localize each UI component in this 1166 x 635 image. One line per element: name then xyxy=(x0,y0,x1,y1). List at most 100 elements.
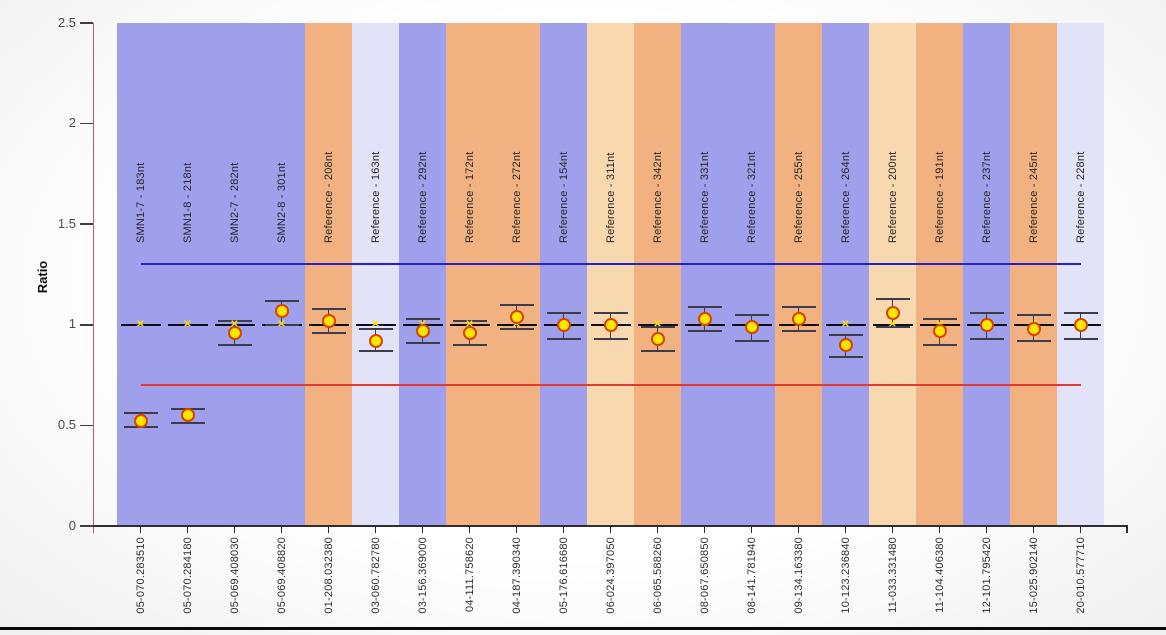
x-tick xyxy=(1079,526,1082,533)
band-label: Reference - 154nt xyxy=(557,151,570,243)
error-bar-cap-bottom xyxy=(546,337,581,340)
lower-threshold-line xyxy=(140,384,1081,387)
x-tick-label: 20-010.577710 xyxy=(1074,537,1087,614)
error-bar-cap-bottom xyxy=(687,329,722,332)
band-label: Reference - 163nt xyxy=(369,151,382,243)
x-tick-label: 06-065.588260 xyxy=(651,537,664,614)
y-tick xyxy=(80,122,93,125)
reference-marker: ✕ xyxy=(183,318,192,330)
data-point xyxy=(932,323,947,338)
probe-band xyxy=(916,23,963,526)
y-tick-label: 2.5 xyxy=(57,14,76,30)
band-label: Reference - 321nt xyxy=(745,151,758,243)
band-label: Reference - 264nt xyxy=(839,151,852,243)
reference-marker: ✕ xyxy=(653,318,662,330)
reference-marker: ✕ xyxy=(841,318,850,330)
x-tick xyxy=(750,526,753,533)
band-label: SMN2-7 - 282nt xyxy=(228,162,241,243)
probe-band xyxy=(352,23,399,526)
reference-marker: ✕ xyxy=(230,318,239,330)
band-label: Reference - 331nt xyxy=(698,151,711,243)
x-tick-label: 03-060.782780 xyxy=(369,537,382,614)
error-bar-cap-bottom xyxy=(969,337,1004,340)
x-tick xyxy=(938,526,941,533)
error-bar-cap-top xyxy=(593,311,628,314)
data-point xyxy=(1073,317,1088,332)
error-bar-cap-top xyxy=(734,313,769,316)
error-bar-cap-bottom xyxy=(170,422,205,425)
error-bar-cap-bottom xyxy=(452,343,487,346)
y-tick-label: 2 xyxy=(68,115,76,131)
data-point xyxy=(462,325,477,340)
band-label: Reference - 311nt xyxy=(604,152,617,243)
error-bar-cap-bottom xyxy=(734,339,769,342)
x-tick-label: 05-069.408030 xyxy=(228,537,241,614)
error-bar-cap-bottom xyxy=(875,325,910,328)
data-point xyxy=(838,337,853,352)
x-axis-end-tick xyxy=(1126,526,1128,533)
data-point xyxy=(321,313,336,328)
error-bar-cap-top xyxy=(264,299,299,302)
x-tick xyxy=(327,526,330,533)
x-tick xyxy=(374,526,377,533)
reference-marker: ✕ xyxy=(371,318,380,330)
band-label: Reference - 208nt xyxy=(322,151,335,243)
error-bar-cap-bottom xyxy=(358,349,393,352)
error-bar-cap-top xyxy=(452,319,487,322)
probe-band xyxy=(775,23,822,526)
error-bar-cap-top xyxy=(405,317,440,320)
reference-line xyxy=(120,323,161,327)
probe-band xyxy=(963,23,1010,526)
error-bar-cap-bottom xyxy=(405,341,440,344)
error-bar-cap-top xyxy=(123,412,158,415)
x-tick-label: 01-208.032380 xyxy=(322,537,335,614)
probe-band xyxy=(164,23,211,526)
error-bar-cap-top xyxy=(640,325,675,328)
probe-band xyxy=(540,23,587,526)
error-bar-cap-top xyxy=(217,319,252,322)
x-tick-label: 05-070.283510 xyxy=(134,537,147,614)
error-bar-cap-bottom xyxy=(217,343,252,346)
x-tick xyxy=(609,526,612,533)
error-bar-cap-top xyxy=(311,307,346,310)
reference-marker: ✕ xyxy=(888,318,897,330)
x-tick-label: 08-141.781940 xyxy=(745,537,758,614)
y-tick xyxy=(80,223,93,225)
band-label: Reference - 255nt xyxy=(792,151,805,243)
probe-band xyxy=(117,23,164,526)
x-tick xyxy=(421,526,424,533)
x-tick-label: 08-067.650850 xyxy=(698,537,711,614)
y-tick-label: 0 xyxy=(68,517,76,533)
reference-line xyxy=(355,323,396,327)
upper-threshold-line xyxy=(140,263,1081,266)
x-tick-label: 03-156.369000 xyxy=(416,537,429,614)
probe-band xyxy=(1010,23,1057,526)
band-label: Reference - 200nt xyxy=(886,151,899,243)
y-tick xyxy=(80,324,93,326)
x-tick xyxy=(280,526,283,533)
error-bar-cap-top xyxy=(828,333,863,336)
error-bar-cap-bottom xyxy=(593,337,628,340)
y-tick-label: 1.5 xyxy=(57,215,76,231)
reference-marker: ✕ xyxy=(277,318,286,330)
probe-band xyxy=(822,23,869,526)
x-tick-label: 06-024.397050 xyxy=(604,537,617,614)
error-bar-cap-top xyxy=(499,303,534,306)
probe-band xyxy=(305,23,352,526)
x-axis xyxy=(92,525,1128,527)
band-label: Reference - 191nt xyxy=(933,151,946,243)
band-label: Reference - 292nt xyxy=(416,151,429,243)
band-label: Reference - 342nt xyxy=(651,151,664,243)
band-label: SMN1-8 - 218nt xyxy=(181,162,194,243)
data-point xyxy=(885,305,900,320)
data-point xyxy=(979,317,994,332)
data-point xyxy=(650,331,665,346)
error-bar-cap-bottom xyxy=(781,329,816,332)
x-tick-label: 05-070.284180 xyxy=(181,537,194,614)
error-bar-cap-top xyxy=(358,327,393,330)
y-tick xyxy=(80,525,93,527)
x-tick xyxy=(515,526,518,533)
y-tick-label: 1 xyxy=(68,316,76,332)
error-bar-cap-top xyxy=(969,311,1004,314)
probe-band xyxy=(681,23,728,526)
